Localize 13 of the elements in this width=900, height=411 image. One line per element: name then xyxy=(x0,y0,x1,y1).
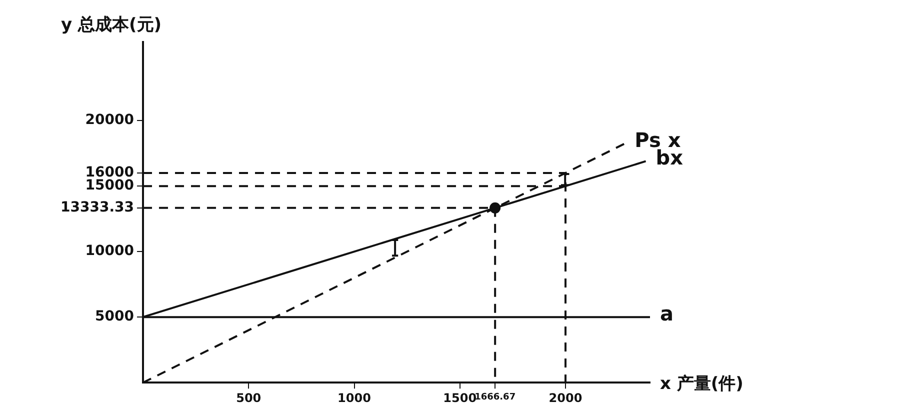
y-tick-label: 10000 xyxy=(85,243,134,260)
y-tick-label: 5000 xyxy=(95,308,134,325)
y-tick-label: 15000 xyxy=(85,178,134,194)
y-axis-title: y 总成本(元) xyxy=(61,14,162,35)
y-tick-label: 13333.33 xyxy=(60,200,134,216)
series-label: a xyxy=(660,301,674,326)
x-tick-label: 500 xyxy=(236,390,262,405)
x-tick-label: 1000 xyxy=(338,390,371,405)
y-tick-label: 20000 xyxy=(85,112,134,128)
x-tick-label: 1500 xyxy=(443,390,477,405)
x-tick-label: 1666.67 xyxy=(474,392,516,402)
x-tick-label: 2000 xyxy=(548,390,582,405)
x-axis-title: x 产量(件) xyxy=(660,374,744,394)
